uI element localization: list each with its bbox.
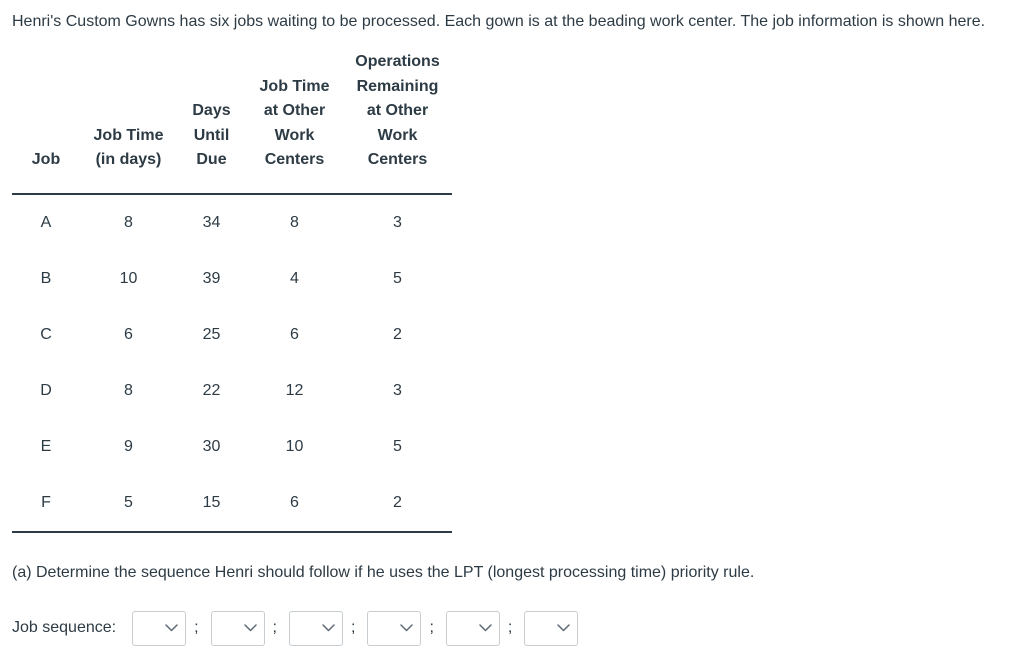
col-header-job-time-other: Job Time at Other Work Centers: [259, 77, 330, 169]
table-row: E 9 30 10 5: [12, 419, 452, 475]
cell-job-time-other: 4: [290, 269, 299, 287]
cell-job-time-other: 6: [290, 325, 299, 343]
col-header-job: Job: [31, 151, 61, 168]
cell-days-until-due: 22: [202, 381, 221, 399]
job-info-table: Job Job Time (in days) Days Until Due Jo…: [12, 50, 452, 533]
chevron-down-icon: [557, 624, 571, 632]
cell-days-until-due: 15: [202, 493, 221, 511]
cell-days-until-due: 25: [202, 325, 221, 343]
cell-operations-remaining: 5: [393, 269, 402, 287]
col-header-operations-remaining: Operations Remaining at Other Work Cente…: [355, 53, 440, 168]
cell-job-time-other: 8: [290, 213, 299, 231]
job-sequence-select-4[interactable]: [367, 610, 422, 646]
cell-job-time: 8: [124, 213, 133, 231]
separator: ;: [507, 619, 513, 636]
col-header-job-time: Job Time (in days): [93, 126, 164, 169]
cell-job-time: 8: [124, 381, 133, 399]
cell-operations-remaining: 2: [393, 325, 402, 343]
chevron-down-icon: [400, 624, 414, 632]
separator: ;: [429, 619, 434, 636]
cell-job-time-other: 6: [290, 493, 299, 511]
cell-days-until-due: 34: [202, 213, 221, 231]
table-row: A 8 34 8 3: [12, 194, 452, 251]
job-sequence-row: Job sequence: ; ; ; ; ;: [12, 610, 1012, 646]
cell-job: E: [40, 437, 52, 455]
cell-job: B: [40, 269, 52, 287]
cell-job-time: 9: [124, 437, 133, 455]
separator: ;: [350, 619, 356, 636]
cell-operations-remaining: 5: [393, 437, 402, 455]
cell-job: A: [40, 213, 52, 231]
question-a-text: (a) Determine the sequence Henri should …: [12, 563, 755, 581]
cell-days-until-due: 30: [202, 437, 221, 455]
cell-job-time: 10: [119, 269, 138, 287]
chevron-down-icon: [243, 624, 257, 632]
cell-job: D: [40, 381, 52, 399]
separator: ;: [272, 619, 277, 636]
table-row: D 8 22 12 3: [12, 363, 452, 419]
cell-job-time: 5: [124, 493, 133, 511]
job-sequence-select-3[interactable]: [288, 610, 343, 646]
chevron-down-icon: [165, 624, 178, 632]
cell-job-time-other: 12: [285, 381, 304, 399]
table-row: F 5 15 6 2: [12, 475, 452, 532]
cell-operations-remaining: 3: [393, 213, 402, 231]
cell-job-time-other: 10: [285, 437, 304, 455]
job-sequence-select-2[interactable]: [210, 610, 265, 646]
table-row: C 6 25 6 2: [12, 307, 452, 363]
cell-days-until-due: 39: [202, 269, 221, 287]
table-row: B 10 39 4 5: [12, 251, 452, 307]
cell-job-time: 6: [124, 325, 133, 343]
job-sequence-select-6[interactable]: [524, 610, 579, 646]
table-header-row: Job Job Time (in days) Days Until Due Jo…: [12, 50, 452, 194]
cell-operations-remaining: 3: [393, 381, 402, 399]
job-sequence-select-5[interactable]: [445, 610, 500, 646]
cell-operations-remaining: 2: [393, 493, 402, 511]
problem-statement: Henri's Custom Gowns has six jobs waitin…: [12, 13, 986, 30]
separator: ;: [194, 619, 199, 636]
col-header-days-until-due: Days Until Due: [192, 102, 231, 168]
job-sequence-label: Job sequence:: [12, 619, 117, 636]
cell-job: F: [41, 493, 51, 511]
cell-job: C: [40, 325, 52, 343]
chevron-down-icon: [479, 624, 492, 632]
job-sequence-select-1[interactable]: [132, 610, 187, 646]
chevron-down-icon: [322, 624, 335, 632]
